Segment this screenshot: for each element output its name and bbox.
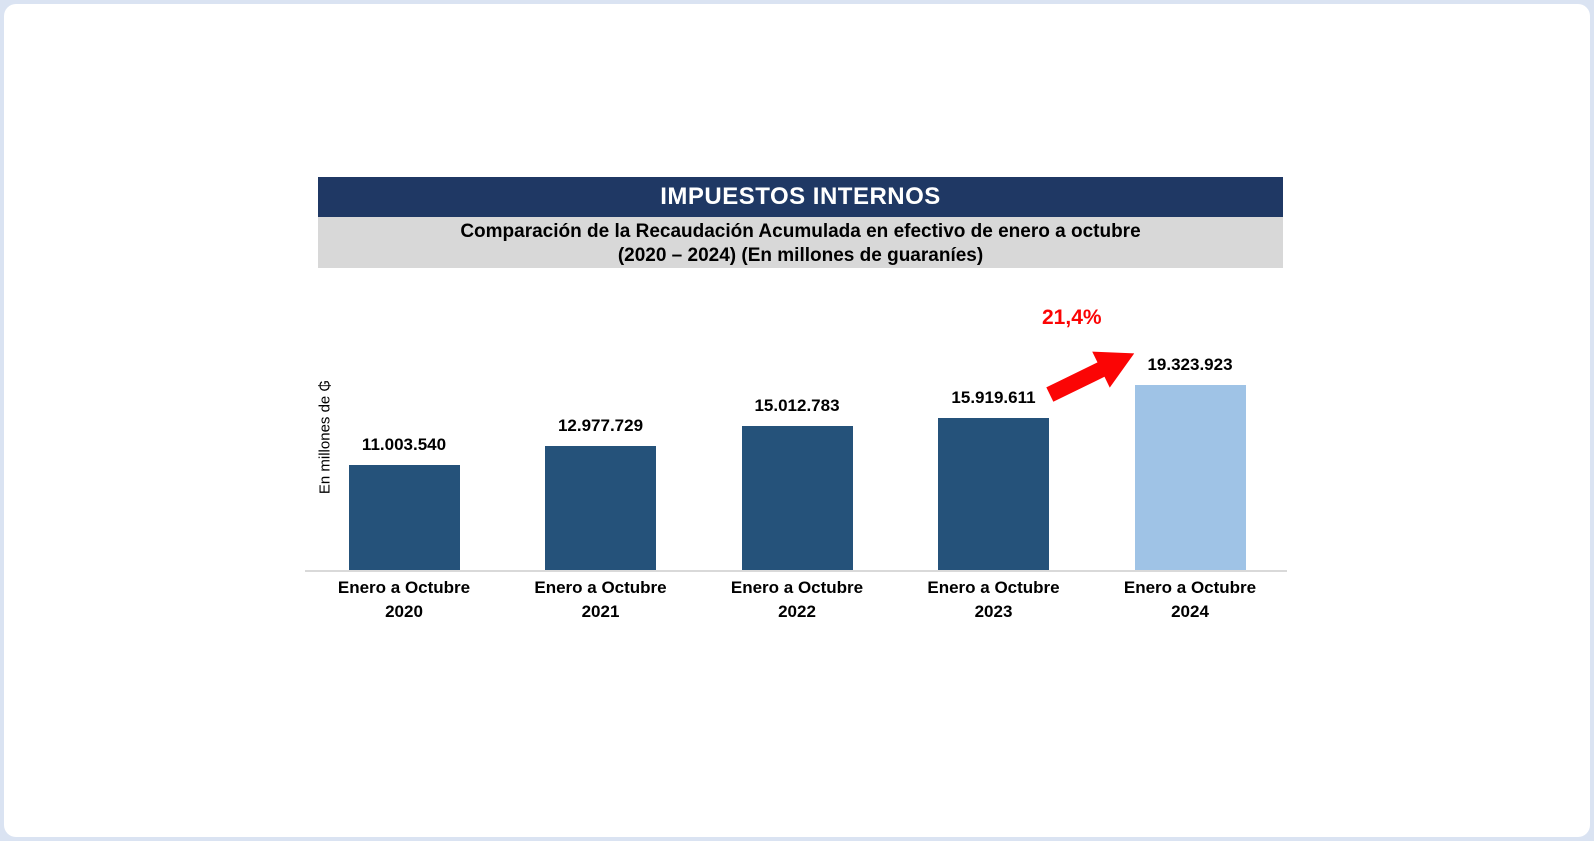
growth-arrow-icon [1046, 351, 1135, 402]
x-axis-label-2022: Enero a Octubre 2022 [702, 576, 892, 624]
chart-canvas [4, 4, 1590, 837]
x-axis-label-period: Enero a Octubre [730, 578, 864, 597]
x-axis-label-year: 2023 [974, 602, 1013, 621]
x-axis-line [305, 570, 1287, 572]
bar-2024 [1134, 385, 1246, 570]
x-axis-label-2020: Enero a Octubre 2020 [309, 576, 499, 624]
x-axis-label-year: 2021 [581, 602, 620, 621]
bar-2022 [741, 426, 853, 570]
x-axis-label-period: Enero a Octubre [927, 578, 1060, 597]
growth-percentage-label: 21,4% [1042, 306, 1102, 329]
chart-subtitle-band: Comparación de la Recaudación Acumulada … [318, 217, 1283, 268]
bar-2023 [938, 418, 1049, 570]
x-axis-label-2024: Enero a Octubre 2024 [1095, 576, 1285, 624]
bar-value-label-2020: 11.003.540 [361, 435, 447, 454]
x-axis-label-period: Enero a Octubre [1123, 578, 1257, 597]
x-axis-label-2021: Enero a Octubre 2021 [506, 576, 696, 624]
bar-value-label-2023: 15.919.611 [951, 388, 1036, 407]
bar-value-label-2021: 12.977.729 [557, 416, 644, 435]
x-axis-label-year: 2020 [385, 602, 423, 621]
chart-subtitle-line2: (2020 – 2024) (En millones de guaraníes) [617, 245, 984, 266]
x-axis-label-period: Enero a Octubre [534, 578, 667, 597]
chart-subtitle-line1: Comparación de la Recaudación Acumulada … [460, 221, 1141, 242]
bar-value-label-2022: 15.012.783 [754, 396, 840, 415]
chart-title-band: IMPUESTOS INTERNOS [318, 177, 1283, 217]
bar-value-label-2024: 19.323.923 [1147, 355, 1233, 374]
x-axis-label-period: Enero a Octubre [337, 578, 471, 597]
x-axis-label-2023: Enero a Octubre 2023 [899, 576, 1089, 624]
bar-2021 [545, 446, 656, 570]
bar-2020 [348, 465, 460, 570]
chart-title: IMPUESTOS INTERNOS [660, 183, 941, 210]
x-axis-label-year: 2024 [1171, 602, 1209, 621]
x-axis-label-year: 2022 [778, 602, 816, 621]
